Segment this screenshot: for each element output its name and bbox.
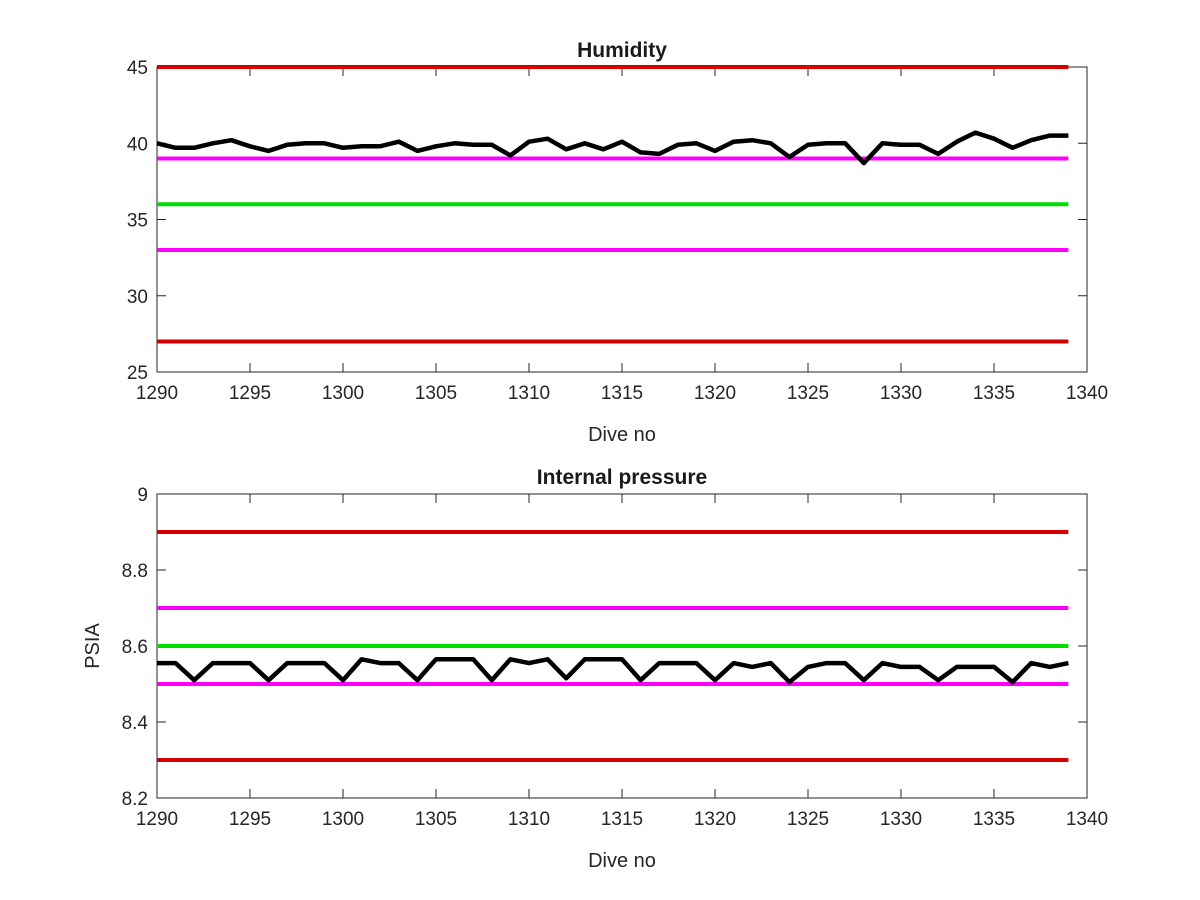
humidity-y-tick-label: 35 — [127, 211, 148, 232]
humidity-data-line — [156, 130, 1069, 166]
humidity-x-tick-label: 1315 — [601, 383, 643, 404]
humidity-y-ticks: 25 30 35 40 45 — [127, 58, 1087, 384]
pressure-x-tick-label: 1335 — [973, 809, 1015, 830]
pressure-x-tick-label: 1310 — [508, 809, 550, 830]
pressure-data-line — [157, 657, 1069, 685]
pressure-series — [157, 530, 1069, 762]
pressure-x-tick-label: 1290 — [136, 809, 178, 830]
humidity-x-tick-label: 1335 — [973, 383, 1015, 404]
humidity-x-tick-label: 1340 — [1066, 383, 1108, 404]
pressure-y-axis-label: PSIA — [82, 623, 104, 669]
pressure-x-tick-label: 1320 — [694, 809, 736, 830]
humidity-x-tick-label: 1300 — [322, 383, 364, 404]
humidity-x-tick-label: 1325 — [787, 383, 829, 404]
humidity-x-tick-label: 1295 — [229, 383, 271, 404]
humidity-x-tick-label: 1305 — [415, 383, 457, 404]
humidity-y-tick-label: 45 — [127, 58, 148, 79]
pressure-y-tick-label: 8.2 — [122, 789, 148, 810]
humidity-plot-area — [156, 66, 1088, 373]
humidity-axes: 1290 1295 1300 1305 1310 1315 1320 1325 1330 1335… — [127, 39, 1108, 446]
pressure-x-tick-label: 1295 — [229, 809, 271, 830]
humidity-series — [156, 65, 1069, 344]
humidity-x-axis-label: Dive no — [588, 424, 656, 446]
humidity-y-tick-label: 25 — [127, 363, 148, 384]
pressure-x-tick-label: 1300 — [322, 809, 364, 830]
humidity-x-tick-label: 1330 — [880, 383, 922, 404]
humidity-x-ticks: 1290 1295 1300 1305 1310 1315 1320 1325 1330 1335… — [136, 67, 1108, 404]
humidity-x-tick-label: 1290 — [136, 383, 178, 404]
pressure-axes: 1290 1295 1300 1305 1310 1315 1320 1325 1330 1335… — [82, 466, 1108, 872]
pressure-y-tick-label: 8.6 — [122, 637, 148, 658]
pressure-x-tick-label: 1340 — [1066, 809, 1108, 830]
pressure-x-axis-label: Dive no — [588, 850, 656, 872]
pressure-y-ticks: 8.2 8.4 8.6 8.8 9 — [122, 485, 1087, 810]
pressure-y-tick-label: 8.8 — [122, 561, 148, 582]
pressure-x-ticks: 1290 1295 1300 1305 1310 1315 1320 1325 1330 1335… — [136, 494, 1108, 830]
pressure-y-tick-label: 9 — [137, 485, 148, 506]
humidity-y-tick-label: 30 — [127, 287, 148, 308]
humidity-x-tick-label: 1320 — [694, 383, 736, 404]
humidity-chart-title: Humidity — [577, 39, 667, 62]
pressure-chart-title: Internal pressure — [537, 466, 707, 489]
humidity-y-tick-label: 40 — [127, 134, 148, 155]
pressure-y-tick-label: 8.4 — [122, 713, 149, 734]
pressure-x-tick-label: 1315 — [601, 809, 643, 830]
pressure-x-tick-label: 1325 — [787, 809, 829, 830]
pressure-x-tick-label: 1305 — [415, 809, 457, 830]
pressure-x-tick-label: 1330 — [880, 809, 922, 830]
humidity-x-tick-label: 1310 — [508, 383, 550, 404]
